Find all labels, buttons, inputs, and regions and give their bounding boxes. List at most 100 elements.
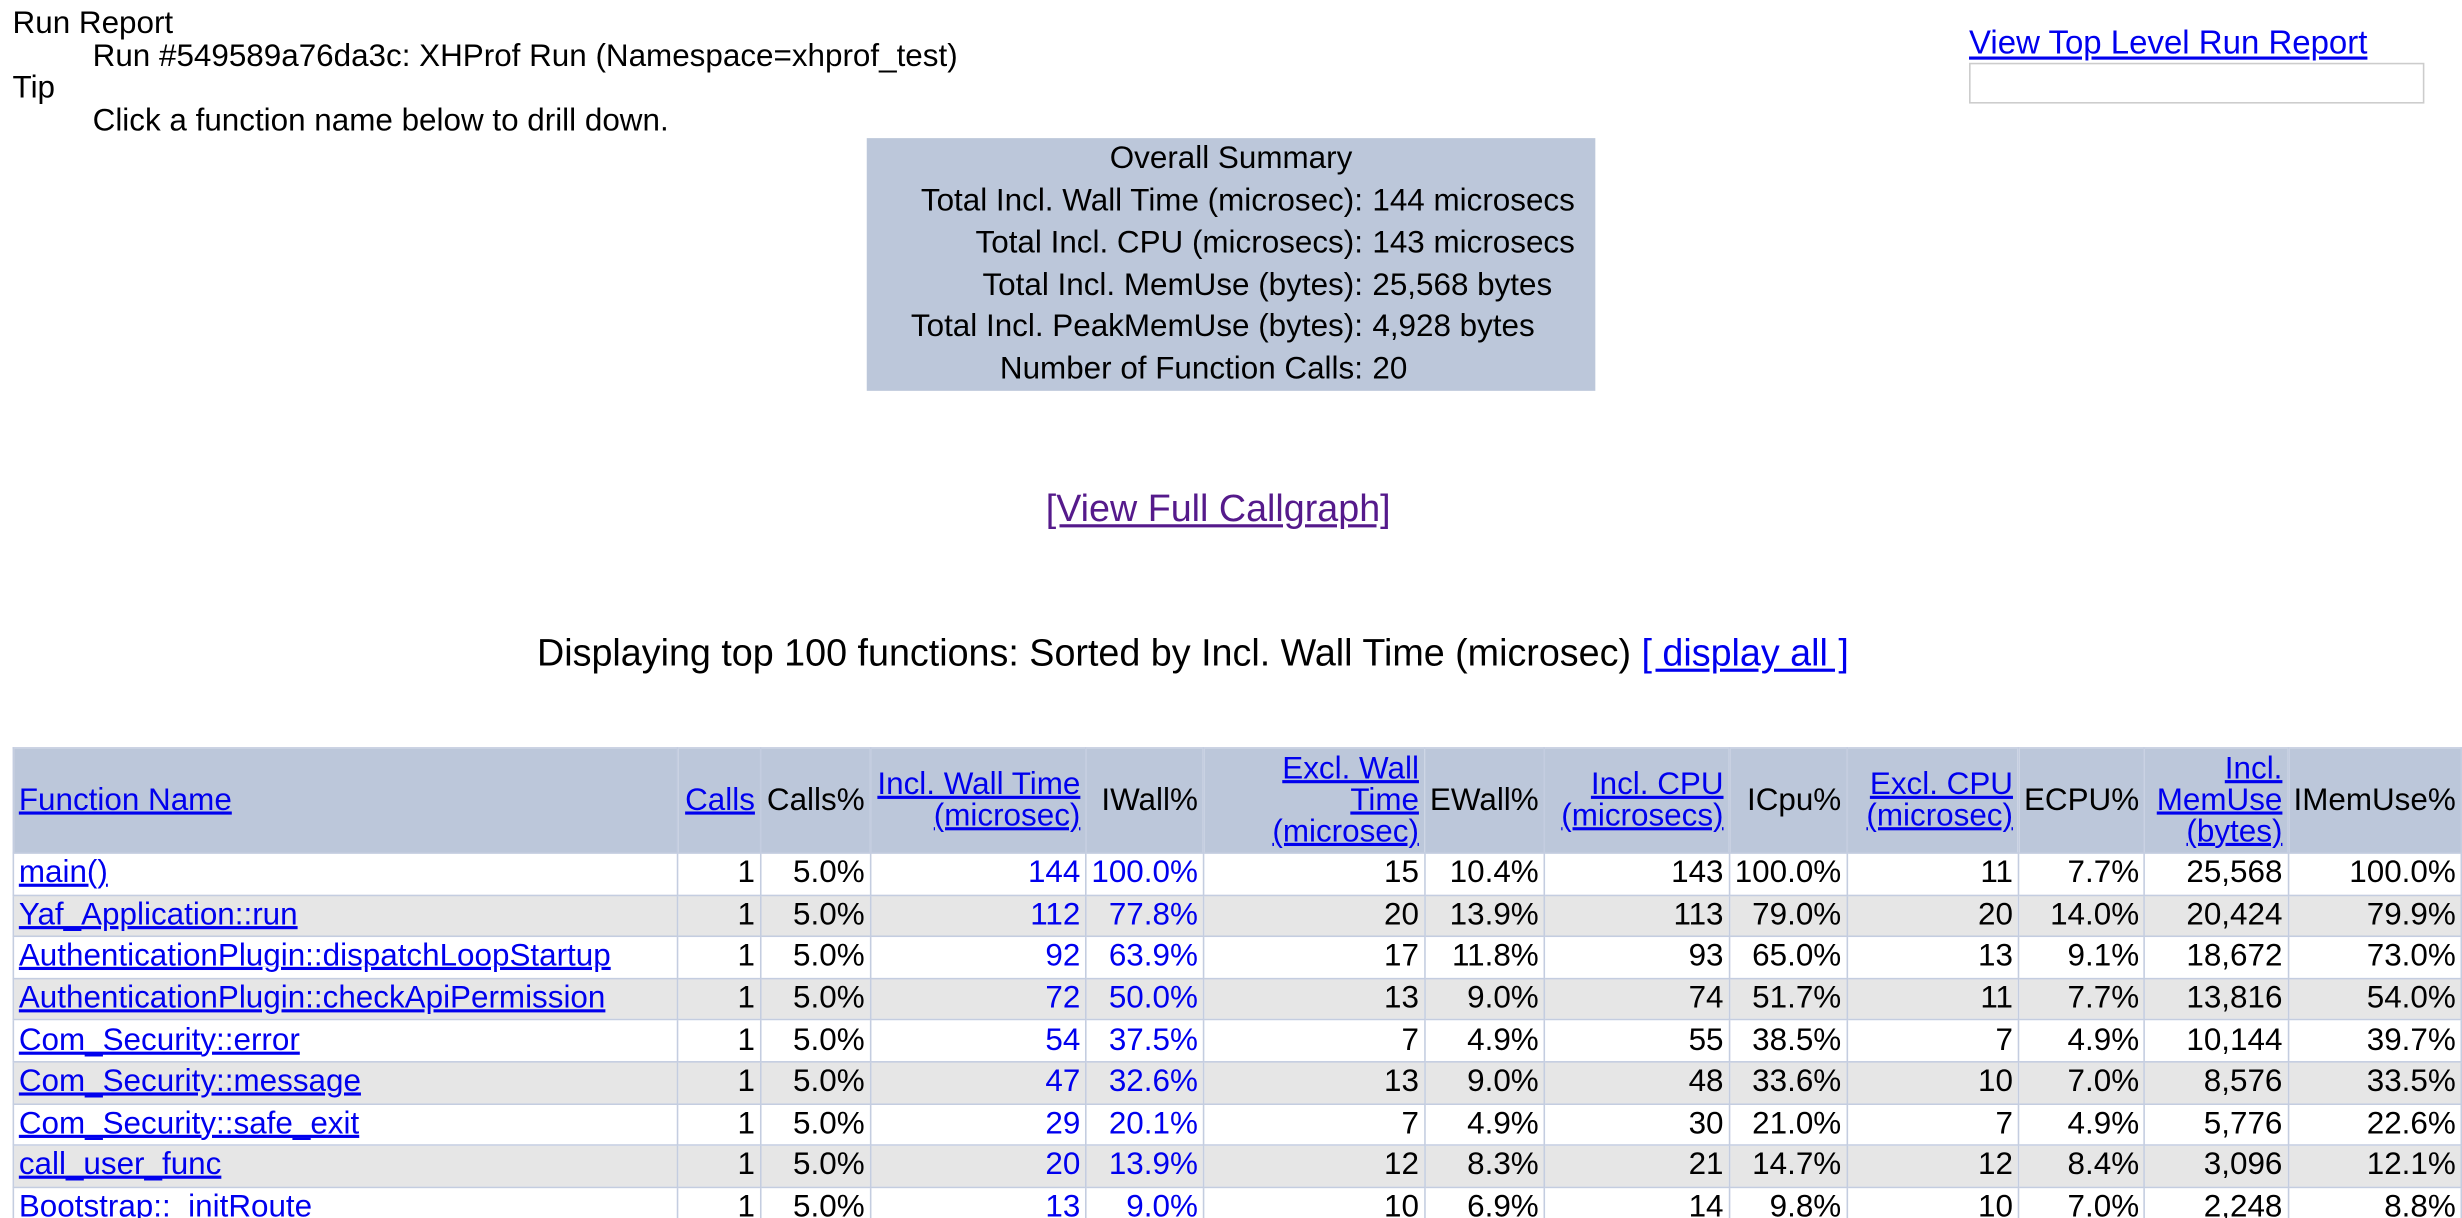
function-link[interactable]: Com_Security::safe_exit <box>18 1106 360 1141</box>
metric-cell: 9.0% <box>1085 1186 1205 1218</box>
function-row: AuthenticationPlugin::checkApiPermission… <box>12 977 2462 1021</box>
metric-cell: 1 <box>676 1186 762 1218</box>
header-row: Function Name Calls Calls% Incl. Wall Time … <box>12 747 2462 854</box>
metric-cell: 8,576 <box>2143 1061 2289 1105</box>
function-link[interactable]: Yaf_Application::run <box>18 897 298 933</box>
metric-cell: 12 <box>1202 1144 1426 1188</box>
function-cell: Com_Security::message <box>12 1061 679 1105</box>
metric-cell: 1 <box>676 1061 762 1105</box>
metric-cell: 4.9% <box>2017 1019 2146 1063</box>
metric-cell: 100.0% <box>1085 852 1205 896</box>
sort-link[interactable]: Excl. CPU (microsec) <box>1866 767 2013 834</box>
summary-row: Number of Function Calls: 20 <box>867 349 1596 391</box>
summary-row: Total Incl. CPU (microsecs): 143 microsec… <box>867 223 1596 265</box>
summary-value: 25,568 bytes <box>1372 267 1553 303</box>
metric-cell: 11 <box>1845 977 2020 1021</box>
sort-link[interactable]: Calls <box>685 783 755 818</box>
function-cell: main() <box>12 852 679 896</box>
sort-link[interactable]: Function Name <box>18 783 232 818</box>
metric-cell: 20 <box>1845 894 2020 938</box>
function-row: Com_Security::message 1 5.0% 47 32.6% 13 9.0% 4… <box>12 1061 2462 1105</box>
display-all-link[interactable]: [ display all ] <box>1641 632 1849 675</box>
metric-cell: 7.0% <box>2017 1061 2146 1105</box>
metric-cell: 30 <box>1543 1102 1730 1147</box>
display-text: Displaying top 100 functions: Sorted by … <box>537 632 1631 675</box>
column-header: IMemUse% <box>2287 747 2462 854</box>
metric-cell: 1 <box>676 894 762 938</box>
column-header: EWall% <box>1423 747 1546 854</box>
metric-cell: 74 <box>1543 977 1730 1021</box>
metric-cell: 13 <box>869 1186 1087 1218</box>
top-level-link[interactable]: View Top Level Run Report <box>1969 25 2368 62</box>
column-header: Calls% <box>759 747 871 854</box>
search-box[interactable] <box>1969 62 2425 104</box>
function-link[interactable]: main() <box>18 855 108 891</box>
metric-cell: 5.0% <box>759 1019 871 1063</box>
metric-cell: 20 <box>869 1144 1087 1188</box>
sort-link[interactable]: Incl. CPU (microsecs) <box>1561 767 1724 834</box>
metric-cell: 8.4% <box>2017 1144 2146 1188</box>
summary-label: Total Incl. CPU (microsecs): <box>975 225 1363 261</box>
metric-cell: 13 <box>1845 935 2020 980</box>
metric-cell: 54.0% <box>2287 977 2462 1021</box>
metric-cell: 63.9% <box>1085 935 1205 980</box>
metric-cell: 8.3% <box>1423 1144 1546 1188</box>
sort-link[interactable]: Excl. Wall Time (microsec) <box>1272 751 1419 850</box>
metric-cell: 10 <box>1845 1061 2020 1105</box>
metric-cell: 7 <box>1202 1019 1426 1063</box>
metric-cell: 1 <box>676 1144 762 1188</box>
metric-cell: 20 <box>1202 894 1426 938</box>
function-link[interactable]: Com_Security::message <box>18 1064 361 1100</box>
function-link[interactable]: AuthenticationPlugin::dispatchLoopStartu… <box>18 939 611 974</box>
metric-cell: 3,096 <box>2143 1144 2289 1188</box>
metric-cell: 11 <box>1845 852 2020 896</box>
summary-value: 4,928 bytes <box>1372 309 1535 345</box>
run-report-label: Run Report <box>12 6 174 41</box>
metric-cell: 5.0% <box>759 1061 871 1105</box>
metric-cell: 77.8% <box>1085 894 1205 938</box>
column-header: Incl. Wall Time (microsec) <box>869 747 1087 854</box>
metric-cell: 50.0% <box>1085 977 1205 1021</box>
metric-cell: 10.4% <box>1423 852 1546 896</box>
metric-cell: 6.9% <box>1423 1186 1546 1218</box>
function-row: Com_Security::error 1 5.0% 54 37.5% 7 4.9% 55 38… <box>12 1019 2462 1063</box>
sort-link[interactable]: Incl. MemUse (bytes) <box>2156 751 2283 850</box>
metric-cell: 33.6% <box>1728 1061 1848 1105</box>
metric-cell: 25,568 <box>2143 852 2289 896</box>
metric-cell: 7.7% <box>2017 977 2146 1021</box>
function-link[interactable]: AuthenticationPlugin::checkApiPermission <box>18 981 606 1016</box>
metric-cell: 79.0% <box>1728 894 1848 938</box>
tip-label: Tip <box>12 70 56 106</box>
metric-cell: 14.0% <box>2017 894 2146 938</box>
metric-cell: 39.7% <box>2287 1019 2462 1063</box>
metric-cell: 38.5% <box>1728 1019 1848 1063</box>
function-link[interactable]: Bootstrap::_initRoute <box>18 1189 313 1218</box>
column-header: Incl. CPU (microsecs) <box>1543 747 1730 854</box>
callgraph-link[interactable]: [View Full Callgraph] <box>1045 488 1391 531</box>
summary-value: 20 <box>1372 351 1408 387</box>
metric-cell: 4.9% <box>2017 1102 2146 1147</box>
metric-cell: 14 <box>1543 1186 1730 1218</box>
metric-cell: 20.1% <box>1085 1102 1205 1147</box>
column-header: Calls <box>676 747 762 854</box>
metric-cell: 7.7% <box>2017 852 2146 896</box>
metric-cell: 93 <box>1543 935 1730 980</box>
metric-cell: 10 <box>1845 1186 2020 1218</box>
metric-cell: 7 <box>1845 1102 2020 1147</box>
function-link[interactable]: Com_Security::error <box>18 1022 300 1058</box>
function-cell: AuthenticationPlugin::dispatchLoopStartu… <box>12 935 679 980</box>
metric-cell: 7 <box>1845 1019 2020 1063</box>
metric-cell: 79.9% <box>2287 894 2462 938</box>
metric-cell: 7.0% <box>2017 1186 2146 1218</box>
sort-link[interactable]: Incl. Wall Time (microsec) <box>877 767 1081 834</box>
function-link[interactable]: call_user_func <box>18 1148 222 1183</box>
column-header: Excl. CPU (microsec) <box>1845 747 2020 854</box>
metric-cell: 17 <box>1202 935 1426 980</box>
metric-cell: 5.0% <box>759 977 871 1021</box>
function-cell: AuthenticationPlugin::checkApiPermission <box>12 977 679 1021</box>
column-header: ICpu% <box>1728 747 1848 854</box>
function-row: AuthenticationPlugin::dispatchLoopStartu… <box>12 935 2462 980</box>
metric-cell: 143 <box>1543 852 1730 896</box>
